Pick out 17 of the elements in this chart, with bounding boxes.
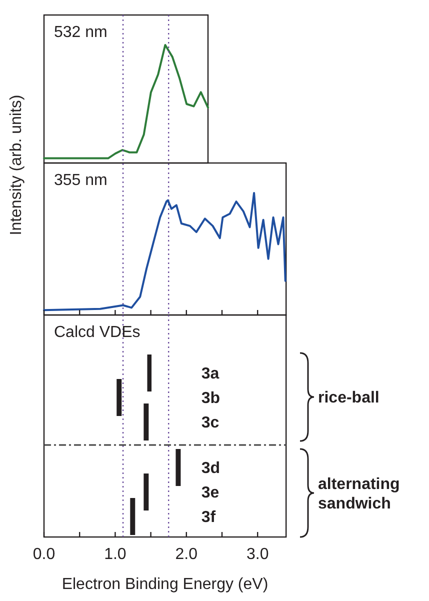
- chart-title: Calcd VDEs: [54, 324, 140, 341]
- chart-title: 532 nm: [54, 24, 108, 41]
- y-tick-label: 3d: [201, 460, 220, 478]
- x-tick-label: 3.0: [246, 546, 269, 563]
- y-tick-label: 3b: [201, 390, 220, 408]
- x-tick-label: 2.0: [175, 546, 198, 563]
- text: rice-ball: [318, 390, 380, 407]
- y-tick-label: 3e: [201, 484, 220, 502]
- x-axis-title: Electron Binding Energy (eV): [62, 576, 268, 593]
- x-tick-label: 0.0: [32, 546, 56, 563]
- y-tick-label: 3a: [201, 366, 220, 383]
- text: alternating sandwich: [318, 476, 400, 512]
- chart-title: 355 nm: [54, 172, 108, 189]
- y-tick-label: 3f: [201, 509, 216, 526]
- x-tick-label: 1.0: [104, 546, 126, 563]
- y-axis-title: Intensity (arb. units): [8, 94, 25, 236]
- y-tick-label: 3c: [201, 414, 220, 432]
